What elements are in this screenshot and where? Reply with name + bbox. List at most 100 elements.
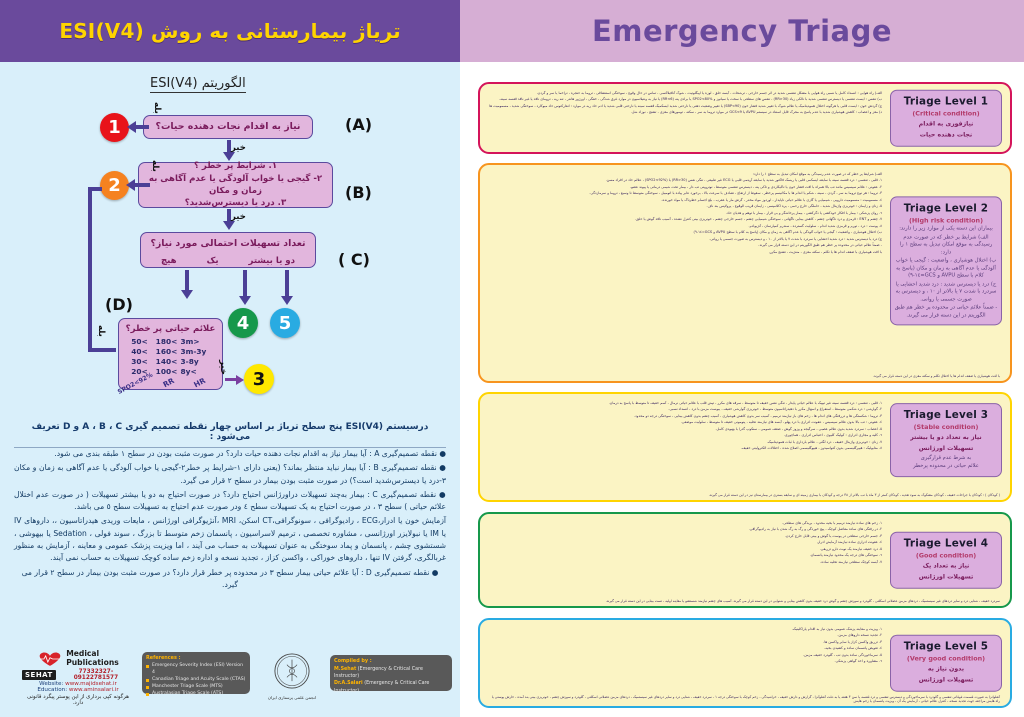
vitals-rr: >50 [131, 337, 148, 347]
triage-body-line: ٨. متابولیک : هیپرگلیسمی بدون کتواسیدوز … [740, 446, 882, 451]
header-right-banner: Emergency Triage [460, 0, 1024, 62]
references-box: References : Emergency Severity Index (E… [142, 652, 250, 697]
triage-card-2-note: با افت هوشیاری یا ضعف اندام ها یا اختلال… [872, 374, 1000, 378]
decision-box-c-options: دو یا بیشتر یک هیچ [146, 255, 310, 267]
triage-badge-1-fa1: نیازفوری به اقدام [918, 120, 974, 128]
publisher-education-row: Education: www.aminsalari.ir [22, 687, 134, 693]
vitals-table: علائم حیاتی پر خطر؟ <3m >180 >50 3m-3y >160… [116, 323, 217, 396]
triage-circle-4: 4 [228, 308, 258, 338]
triage-badge-5-fa1: بدون نیاز به [927, 665, 965, 673]
triage-body-line: ٥. درد خفیف نیازمند یک نوبت دارو تزریقی. [819, 546, 882, 551]
triage-card-1-body: الف) راه هوایی : انسداد کامل یا نسبی راه… [488, 90, 882, 146]
triage-body-line: ١. قلبی ، تنفسی : درد قفسه سینه غیر تیپی… [608, 401, 882, 405]
reference-item: Canadian Triage and Acuity Scale (CTAS) [146, 676, 246, 683]
triage-badge-5-title: Triage Level 5 [903, 640, 989, 653]
education-label: Education: [37, 687, 68, 694]
publisher-logo-block: Medical Publications SEHAT 77332327- 091… [22, 649, 134, 706]
arrowhead-c-none [281, 296, 293, 305]
triage-circle-5: 5 [270, 308, 300, 338]
decision-box-b: ١. شرایط پر خطر ؟ ٢- گیجی یا خواب آلودگی… [138, 161, 333, 208]
label-d-yes: بله [96, 325, 106, 337]
compiled-by-box: Compiled by : M.Sehat (Emergency & Criti… [330, 655, 452, 694]
header-left-banner: تریاژ بیمارستانی به روش ESI(V4) [0, 0, 460, 62]
arrowhead-c-one [239, 296, 251, 305]
triage-badge-4-subtitle: (Good condition) [915, 551, 977, 560]
triage-body-line: الف) راه هوایی : انسداد کامل یا نسبی راه… [536, 91, 882, 95]
triage-badge-1-subtitle: (Critical condition) [912, 109, 980, 118]
triage-body-line: ب) اختلال هوشیاری ، واضعیت : گیجی یا خوا… [693, 230, 882, 235]
triage-circle-1: 1 [100, 113, 129, 142]
decision-box-d: علائم حیاتی پر خطر؟ <3m >180 >50 3m-3y >160… [116, 318, 223, 396]
vitals-rr: >20 [131, 367, 148, 377]
vitals-row: 3m-3y >160 >40 [124, 347, 217, 357]
triage-badge-2-detail: الف) شرایط پر خطر که در صورت عدم رسیدگی … [899, 233, 993, 255]
triage-badge-2-detail4: - ضمناً علائم حیاتی در محدوده پر خطر هم … [894, 304, 998, 319]
triage-badge-2-fa1: بیماران این دسته یکی از موارد زیر را دار… [899, 225, 993, 232]
decision-letter-c: ( C) [338, 250, 370, 269]
heart-ecg-icon [39, 652, 61, 666]
references-title: References : [146, 655, 181, 661]
triage-body-line: ٣. تزریق واکسن کزاز یا سایر واکسن ها. [823, 639, 882, 644]
triage-card-3: ١. قلبی ، تنفسی : درد قفسه سینه غیر تیپی… [478, 392, 1012, 502]
poster-title-en: Emergency Triage [591, 14, 893, 48]
vitals-row: 3-8y >140 >30 [124, 357, 217, 367]
website-value[interactable]: www.majidsehat.ir [65, 681, 117, 688]
publisher-phone: 77332327- 09122781577 [73, 669, 119, 682]
triage-card-4-note: سردرد خفیف ، شنایی درد و سایر دردهای غیر… [605, 599, 1000, 603]
sehat-wordmark: SEHAT [22, 669, 56, 680]
bullet-c: ● نقطه تصمیم‌گیری C : بیمار به‌چند تسهیل… [14, 489, 446, 512]
label-d-no: خیر [218, 360, 228, 375]
publisher-name-line2: Publications [66, 657, 119, 667]
arrowhead-b-yes [126, 179, 135, 191]
vitals-title: علائم حیاتی پر خطر؟ [125, 324, 216, 334]
triage-badge-4-fa1: نیاز به تعداد یک [922, 562, 970, 570]
arrow-c-none [285, 270, 289, 298]
vitals-columns: HR RR SPO2<92% [116, 372, 217, 396]
triage-body-line: ب) تنفس : ایست تنفسی یا دیسترس تنفسی شدی… [499, 97, 882, 102]
triage-badge-3-subtitle: (Stable condition) [913, 423, 979, 432]
triage-badge-5: Triage Level 5 (Very good condition) بدو… [890, 634, 1002, 692]
arrow-b-yes [134, 183, 150, 187]
triage-circle-3: 3 [244, 364, 274, 394]
triage-badge-3-title: Triage Level 3 [903, 409, 989, 422]
vitals-age: <3m [180, 337, 200, 347]
triage-circle-2: 2 [100, 171, 129, 200]
publisher-website-row: Website: www.majidsehat.ir [22, 681, 134, 687]
arrowhead-d-no [236, 375, 244, 385]
triage-badge-2-detail3: ج) درد یا دیسترس شدید : درد شدید احشایی … [895, 281, 997, 303]
triage-badge-2-detail2: ب) اختلال هوشیاری ، واضعیت : گیجی یا خوا… [895, 257, 997, 279]
triage-body-line: ٥. سرماخوردگی ساده بدون تب ، گلودرد خفیف… [802, 652, 882, 657]
triage-badge-3: Triage Level 3 (Stable condition) نیاز ب… [890, 403, 1002, 477]
triage-body-line: ١. قلبی ، تنفسی : درد قفسه سینه با سابقه… [605, 178, 882, 183]
arrow-c-two [185, 270, 189, 292]
option-one: یک [206, 255, 219, 266]
arrowhead-b-no [223, 221, 235, 230]
triage-body-line: ٢. گوارشی : درد شکمی متوسط ، استفراغ و ا… [668, 407, 882, 412]
decision-letter-b: (B) [345, 183, 372, 202]
triage-body-line: الف) شرایط پر خطر که در صورت عدم رسیدگی … [752, 172, 882, 176]
triage-body-line: ٧. آبسه کوچک سطحی نیازمند تخلیه ساده. [820, 559, 882, 564]
arrow-a-no [227, 140, 231, 154]
triage-badge-5-subtitle: (Very good condition) [906, 654, 986, 663]
triage-card-2-body: الف) شرایط پر خطر که در صورت عدم رسیدگی … [488, 171, 882, 375]
triage-badge-1: Triage Level 1 (Critical condition) نیاز… [890, 89, 1002, 147]
decision-box-a-text: نیاز به اقدام نجات دهنده حیات؟ [155, 121, 301, 133]
triage-body-line: ١. ویزیت و معاینه پزشک عمومی بدون نیاز ب… [791, 627, 882, 631]
decision-box-c: تعداد تسهیلات احتمالی مورد نیاز؟ دو یا ب… [140, 232, 316, 268]
label-a-yes: بله [152, 102, 162, 114]
decision-box-c-title: تعداد تسهیلات احتمالی مورد نیاز؟ [150, 238, 306, 249]
decision-letter-a: (A) [345, 115, 373, 134]
triage-badge-2-title: Triage Level 2 [903, 202, 989, 215]
triage-card-4: ١. زخم های ساده نیازمند ترمیم با بخیه مح… [478, 512, 1012, 608]
triage-body-line: ٥. اعصاب : سردرد شدید بدون علائم عصبی ، … [715, 426, 882, 431]
vitals-age: >8y [180, 367, 197, 377]
triage-body-line: ٣. جسم خارجی سطحی در پوست یا گوش و بینی … [784, 533, 882, 538]
triage-body-line: ٧. چشم و ENT : قرمزی و درد ناگهانی چشم ،… [635, 217, 882, 222]
compiled-person: M.Sehat (Emergency & Critical Care Instr… [334, 666, 448, 680]
education-value[interactable]: www.aminsalari.ir [68, 687, 119, 694]
vitals-age: 3m-3y [180, 347, 207, 357]
decision-letter-d: (D) [105, 295, 133, 314]
poster-title-fa: تریاژ بیمارستانی به روش ESI(V4) [59, 19, 401, 43]
triage-circle-5-label: 5 [278, 312, 292, 334]
